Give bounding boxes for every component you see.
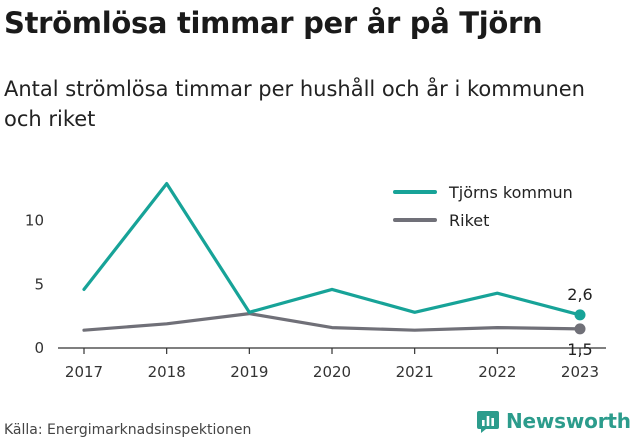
x-tick-label: 2022 bbox=[478, 363, 516, 381]
data-label: 2,6 bbox=[567, 285, 592, 304]
series-end-point bbox=[574, 309, 586, 321]
line-chart: 0 5 10 2017 2018 2019 2020 2021 2022 2023 2,6 1,5 Tj… bbox=[25, 182, 606, 381]
brand-logo: Newsworthy bbox=[476, 409, 631, 433]
y-tick-label: 0 bbox=[34, 339, 44, 357]
series-line bbox=[82, 312, 582, 332]
chart-subtitle: Antal strömlösa timmar per hushåll och å… bbox=[4, 77, 585, 131]
series-end-point bbox=[574, 323, 586, 335]
x-tick-label: 2021 bbox=[396, 363, 434, 381]
y-tick-label: 5 bbox=[34, 275, 44, 293]
x-tick-label: 2018 bbox=[148, 363, 186, 381]
x-tick-label: 2019 bbox=[230, 363, 268, 381]
x-tick-label: 2017 bbox=[65, 363, 103, 381]
x-tick-label: 2023 bbox=[561, 363, 599, 381]
legend-label: Tjörns kommun bbox=[448, 183, 573, 202]
y-tick-label: 10 bbox=[25, 212, 44, 230]
series-line bbox=[82, 182, 582, 317]
brand-name: Newsworthy bbox=[506, 409, 631, 433]
x-tick-label: 2020 bbox=[313, 363, 351, 381]
legend-label: Riket bbox=[449, 211, 489, 230]
bar-chart-icon bbox=[477, 411, 499, 433]
data-label: 1,5 bbox=[567, 340, 592, 359]
chart-title: Strömlösa timmar per år på Tjörn bbox=[4, 6, 543, 40]
source-note: Källa: Energimarknadsinspektionen bbox=[4, 422, 252, 438]
